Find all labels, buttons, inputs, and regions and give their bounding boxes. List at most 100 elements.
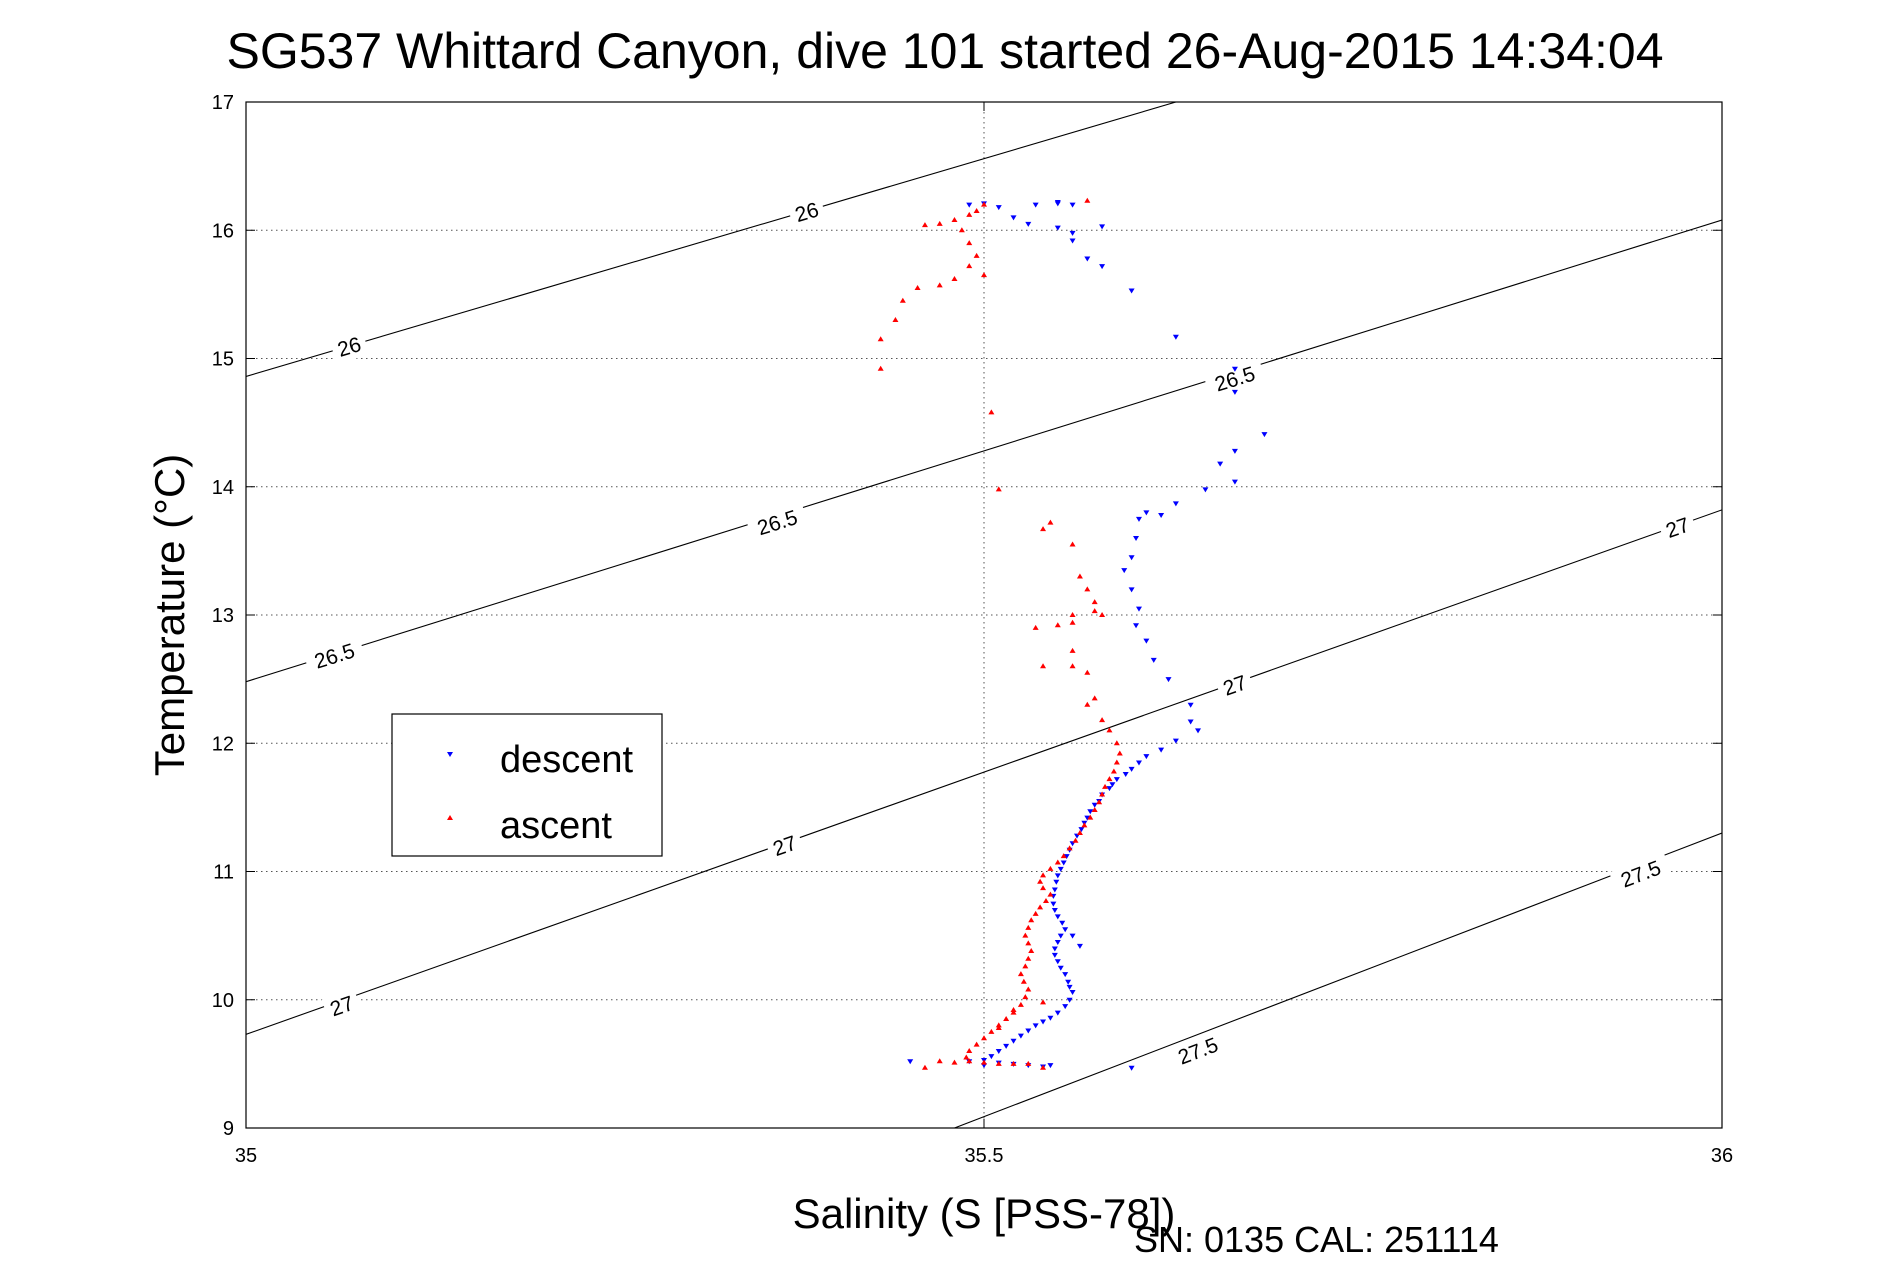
descent-point	[1010, 1038, 1017, 1044]
descent-point	[1143, 638, 1150, 644]
ascent-point	[1040, 872, 1047, 878]
density-contour-line	[954, 832, 1722, 1128]
grid-lines	[246, 102, 1722, 1128]
ascent-point	[1040, 1064, 1047, 1070]
descent-point	[1040, 1019, 1047, 1025]
descent-point	[1084, 815, 1091, 821]
y-tick-label: 17	[212, 92, 234, 114]
descent-point	[1135, 606, 1142, 612]
ascent-point	[1003, 1015, 1010, 1021]
ascent-point	[981, 272, 987, 278]
legend: descent ascent	[391, 713, 663, 857]
descent-point	[1078, 827, 1085, 833]
descent-point	[1066, 984, 1073, 990]
y-axis-label: Temperature (°C)	[146, 454, 193, 777]
descent-point	[1003, 1043, 1010, 1049]
descent-point	[1143, 510, 1150, 516]
ascent-point	[1040, 885, 1047, 891]
ascent-point	[1010, 1060, 1017, 1066]
descent-point	[1091, 802, 1098, 808]
density-contour-line	[246, 509, 1722, 1035]
descent-point	[1062, 972, 1069, 978]
y-tick-label: 15	[212, 349, 234, 371]
x-tick-label: 35	[235, 1145, 257, 1167]
descent-point	[1051, 946, 1058, 952]
ascent-point	[1047, 891, 1054, 897]
descent-point	[1069, 238, 1076, 244]
x-axis-label: Salinity (S [PSS-78])	[793, 1190, 1176, 1237]
contour-label-gap	[1609, 851, 1673, 897]
descent-point	[1066, 997, 1073, 1003]
ascent-point	[877, 365, 884, 371]
ascent-point	[1081, 822, 1088, 828]
descent-point	[1032, 1023, 1039, 1029]
scatter-points	[877, 197, 1268, 1071]
descent-point	[1133, 536, 1140, 542]
ascent-point	[1025, 924, 1032, 930]
ascent-point	[981, 1035, 987, 1041]
descent-point	[1051, 907, 1058, 913]
ascent-point	[966, 1048, 973, 1054]
ascent-point	[1091, 599, 1098, 605]
descent-point	[1054, 1010, 1061, 1016]
ascent-point	[1054, 859, 1061, 865]
legend-ascent-marker	[447, 815, 453, 820]
ascent-point	[1025, 986, 1032, 992]
descent-point	[1069, 230, 1076, 236]
legend-ascent-label: ascent	[500, 805, 612, 847]
descent-point	[1054, 914, 1061, 920]
ascent-point	[1069, 612, 1076, 617]
ascent-point	[1110, 768, 1117, 774]
ascent-point	[1040, 999, 1047, 1005]
descent-point	[1087, 809, 1094, 815]
ascent-point	[995, 1024, 1002, 1030]
ascent-point	[966, 211, 973, 217]
descent-point	[1057, 933, 1064, 939]
descent-point	[1069, 202, 1076, 208]
descent-point	[1143, 754, 1150, 760]
density-contour-line	[246, 219, 1722, 683]
ascent-point	[899, 297, 906, 303]
ascent-point	[951, 275, 958, 281]
contour-label-gap	[1166, 1028, 1230, 1074]
ascent-point	[995, 1060, 1002, 1066]
ascent-point	[1025, 1060, 1032, 1066]
descent-point	[1059, 920, 1066, 926]
ascent-point	[1022, 963, 1029, 969]
descent-point	[1231, 389, 1238, 395]
descent-point	[1054, 200, 1061, 206]
contour-label-gap	[1203, 357, 1267, 401]
descent-point	[1128, 766, 1135, 772]
ascent-point	[1022, 994, 1029, 1000]
ascent-point	[1054, 622, 1061, 628]
descent-point	[1158, 747, 1165, 753]
ascent-point	[1076, 830, 1083, 836]
descent-point	[1017, 1033, 1024, 1039]
contour-label-gap	[303, 634, 367, 678]
contour-label: 26.5	[312, 639, 358, 673]
descent-point	[1150, 657, 1157, 663]
density-contour-line	[246, 102, 1177, 377]
ascent-point	[988, 409, 995, 415]
ascent-point	[1106, 727, 1113, 733]
descent-point	[1187, 702, 1194, 708]
x-tick-label: 36	[1711, 1145, 1733, 1167]
ascent-point	[1010, 1007, 1017, 1013]
contour-label-gap	[1657, 509, 1699, 546]
y-tick-label: 13	[212, 605, 234, 627]
ascent-point	[1028, 948, 1035, 954]
descent-point	[1057, 965, 1064, 971]
ascent-point	[1069, 647, 1076, 653]
ascent-point	[892, 317, 899, 323]
descent-point	[1099, 264, 1106, 270]
y-tick-label: 10	[212, 990, 234, 1012]
chart-title: SG537 Whittard Canyon, dive 101 started …	[226, 23, 1663, 79]
descent-point	[1172, 334, 1179, 340]
legend-descent-label: descent	[500, 739, 634, 781]
ascent-point	[1072, 837, 1079, 843]
ascent-point	[1099, 612, 1106, 617]
descent-point	[1051, 887, 1058, 893]
ascent-point	[1084, 669, 1091, 675]
descent-point	[988, 1054, 995, 1060]
